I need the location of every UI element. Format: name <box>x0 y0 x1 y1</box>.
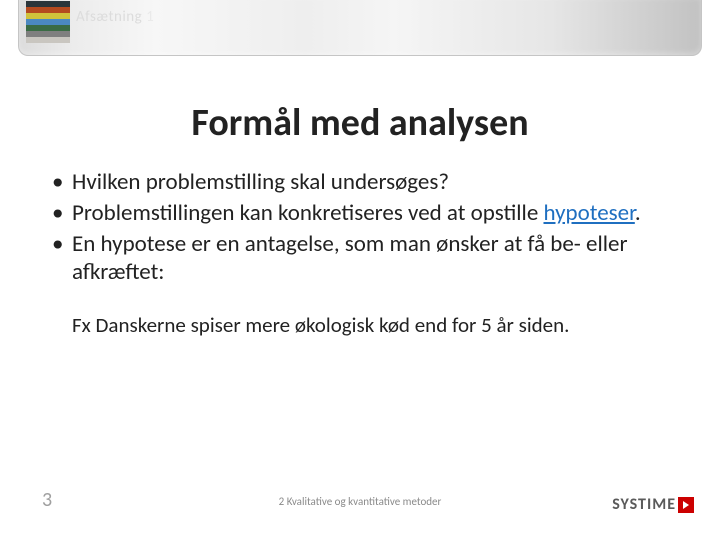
bullet-text-pre: Problemstillingen kan konkretiseres ved … <box>72 199 543 227</box>
bullet-text-post: . <box>635 199 641 227</box>
slide: Afsætning 1 Formål med analysen Hvilken … <box>0 0 720 540</box>
stripe-6 <box>26 37 70 43</box>
bullet-text: En hypotese er en antagelse, som man øns… <box>72 230 628 287</box>
header-subject: Afsætning <box>76 8 142 26</box>
header-stripes <box>26 1 70 43</box>
header-subject-level: 1 <box>146 8 154 26</box>
header: Afsætning 1 <box>0 0 720 62</box>
hyperlink[interactable]: hypoteser <box>543 199 634 227</box>
brand-mark-icon <box>678 497 694 513</box>
bullet-list: Hvilken problemstilling skal undersøges?… <box>46 168 674 289</box>
header-title: Afsætning 1 <box>76 8 154 26</box>
bullet-item: En hypotese er en antagelse, som man øns… <box>46 230 674 288</box>
bullet-text: Hvilken problemstilling skal undersøges? <box>72 168 449 196</box>
brand-name: SYSTIME <box>612 495 676 514</box>
page-title: Formål med analysen <box>0 100 720 146</box>
brand-logo: SYSTIME <box>612 495 694 514</box>
bullet-item: Hvilken problemstilling skal undersøges? <box>46 168 674 197</box>
bullet-item: Problemstillingen kan konkretiseres ved … <box>46 199 674 228</box>
example-text: Fx Danskerne spiser mere økologisk kød e… <box>72 312 680 338</box>
